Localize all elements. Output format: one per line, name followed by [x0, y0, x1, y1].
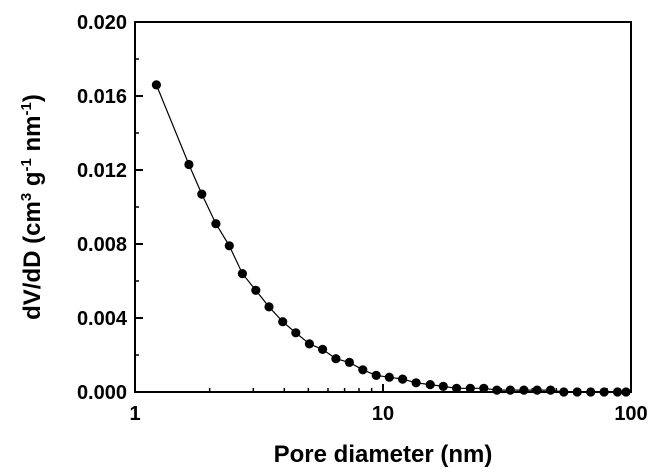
data-point	[304, 339, 314, 349]
y-tick-label: 0.016	[77, 86, 127, 108]
y-tick-label: 0.008	[77, 234, 127, 256]
x-tick-label: 100	[614, 403, 647, 425]
y-axis-title-part: )	[19, 94, 46, 102]
data-point	[358, 365, 368, 375]
data-point	[224, 241, 234, 251]
y-tick-label: 0.000	[77, 382, 127, 404]
y-tick-label: 0.004	[77, 308, 128, 330]
y-axis-title-part: nm	[19, 115, 46, 158]
data-point	[411, 378, 421, 388]
data-point	[237, 269, 247, 279]
data-point	[211, 219, 221, 229]
data-point	[465, 383, 475, 393]
data-point	[532, 385, 542, 395]
y-axis-title-sup: -1	[18, 102, 35, 115]
x-axis-title: Pore diameter (nm)	[274, 441, 493, 468]
data-point	[251, 285, 261, 295]
series-line	[155, 84, 626, 393]
y-axis-title-sup: 3	[18, 193, 35, 201]
data-point	[344, 357, 354, 367]
data-point	[264, 302, 274, 312]
data-point	[519, 385, 529, 395]
data-point	[505, 385, 515, 395]
y-tick-label: 0.020	[77, 12, 127, 34]
data-point	[184, 159, 194, 170]
data-point	[384, 372, 394, 382]
x-tick-label: 1	[129, 403, 140, 425]
y-axis-title-part: dV/dD (cm	[19, 201, 46, 320]
y-axis-title-part: g	[19, 172, 46, 193]
data-point	[318, 344, 328, 354]
data-point	[479, 383, 489, 393]
data-point	[278, 317, 288, 327]
data-point	[371, 370, 381, 380]
y-tick-label: 0.012	[77, 160, 127, 182]
data-point	[331, 354, 341, 364]
data-point	[438, 381, 448, 391]
x-tick-label: 10	[372, 403, 394, 425]
data-point	[291, 328, 301, 338]
data-point	[425, 380, 435, 390]
data-point	[197, 189, 207, 199]
data-point	[492, 385, 502, 395]
y-axis-title-sup: -1	[18, 158, 35, 171]
plot-frame	[134, 21, 632, 393]
data-point	[546, 385, 556, 395]
data-point	[151, 80, 161, 90]
data-point	[452, 383, 462, 393]
y-axis-title: dV/dD (cm3 g-1 nm-1)	[18, 94, 46, 320]
data-point	[398, 374, 408, 384]
